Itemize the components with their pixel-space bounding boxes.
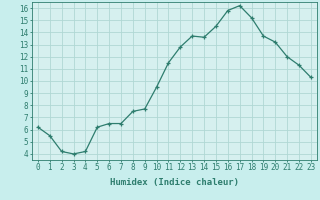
X-axis label: Humidex (Indice chaleur): Humidex (Indice chaleur) (110, 178, 239, 187)
